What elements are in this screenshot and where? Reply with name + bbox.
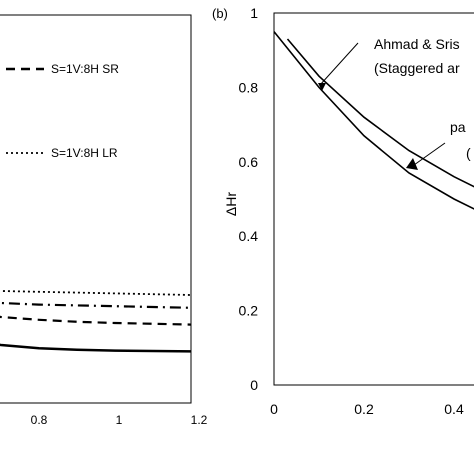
right-x-tick-label: 0.2 xyxy=(354,401,374,417)
right-x-tick-label: 0.4 xyxy=(444,401,464,417)
legend-label-sr: S=1V:8H SR xyxy=(51,62,119,76)
annotation-arrowhead-1 xyxy=(318,83,326,91)
annotation-text-3: pa xyxy=(450,119,466,135)
left-x-tick-label: 1 xyxy=(116,413,123,427)
annotation-arrow-2 xyxy=(413,142,446,166)
annotation-text-4: ( xyxy=(466,145,471,161)
right-x-tick-label: 0 xyxy=(270,401,278,417)
right-y-tick-label: 0 xyxy=(250,377,258,393)
left-x-tick-label: 0.8 xyxy=(31,413,48,427)
left-series-group xyxy=(0,290,192,353)
left-series-line-2 xyxy=(0,315,192,326)
right-panel: (b) ΔHr 0 0.2 0.4 0.6 0.8 1 0 0.2 0.4 Ahmad & S… xyxy=(212,5,474,417)
left-series-line-3 xyxy=(0,343,192,353)
right-y-ticks: 0 0.2 0.4 0.6 0.8 1 xyxy=(239,5,259,393)
annotation-text-1: Ahmad & Sris xyxy=(374,36,460,52)
annotation-text-2: (Staggered ar xyxy=(374,60,460,76)
left-plot-frame xyxy=(0,14,192,404)
left-x-tick-label: 1.2 xyxy=(191,413,208,427)
right-plot-frame xyxy=(273,12,474,386)
left-panel: 0.8 1 1.2 S=1V:8H SR S=1V:8H LR xyxy=(0,14,208,427)
left-series-line-0 xyxy=(0,290,192,296)
right-y-tick-label: 0.4 xyxy=(239,228,259,244)
annotation-arrow-1 xyxy=(319,42,359,86)
right-y-tick-label: 0.8 xyxy=(239,79,259,95)
right-y-tick-label: 0.6 xyxy=(239,154,259,170)
right-y-tick-label: 1 xyxy=(250,5,258,21)
right-series-line-1 xyxy=(273,31,474,210)
right-series-group xyxy=(273,31,474,210)
right-series-line-0 xyxy=(286,38,474,188)
left-x-ticks: 0.8 1 1.2 xyxy=(31,413,208,427)
y-axis-label: ΔHr xyxy=(223,192,239,216)
right-x-ticks: 0 0.2 0.4 xyxy=(270,401,464,417)
right-y-tick-label: 0.2 xyxy=(239,303,259,319)
left-series-line-1 xyxy=(0,301,192,309)
annotation-arrowhead-2 xyxy=(406,158,418,170)
panel-label-b: (b) xyxy=(212,6,228,21)
legend-label-lr: S=1V:8H LR xyxy=(51,146,118,160)
